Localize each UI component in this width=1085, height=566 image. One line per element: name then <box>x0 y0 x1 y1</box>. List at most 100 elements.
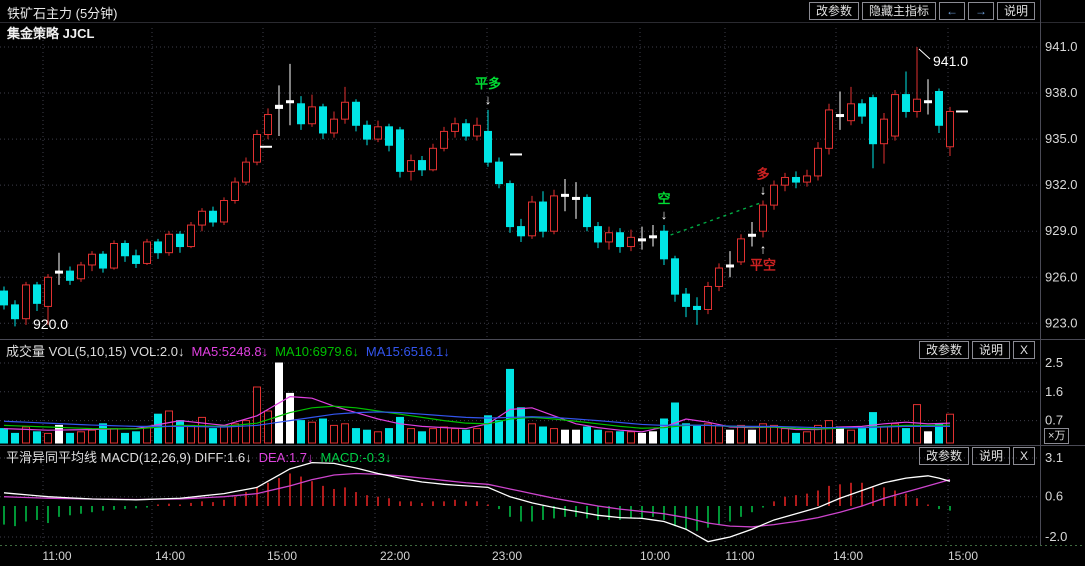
volume-change-params-button[interactable]: 改参数 <box>918 341 969 359</box>
candle <box>451 117 459 138</box>
macd-indicator-header: 平滑异同平均线 MACD(12,26,9) DIFF:1.6↓ DEA:1.7↓ M… <box>6 447 398 466</box>
time-axis-label: 11:00 <box>725 549 755 563</box>
svg-text:935.0: 935.0 <box>1045 131 1078 146</box>
volume-header-segment: MA5:5248.8↓ <box>191 344 269 359</box>
candle <box>561 179 569 212</box>
signal-arrow-down-icon: ↓ <box>661 207 668 222</box>
candle <box>198 208 206 232</box>
prev-arrow-button[interactable]: ← <box>938 2 965 20</box>
macd-help-button[interactable]: 说明 <box>971 447 1010 465</box>
candle <box>594 221 602 249</box>
candle <box>517 218 525 242</box>
candle <box>682 287 690 318</box>
svg-text:0.6: 0.6 <box>1045 489 1063 504</box>
svg-text:932.0: 932.0 <box>1045 177 1078 192</box>
time-axis-label: 22:00 <box>379 549 411 563</box>
candle <box>759 200 767 238</box>
instrument-title: 铁矿石主力 (5分钟) <box>7 6 118 21</box>
candle <box>88 251 96 272</box>
svg-text:929.0: 929.0 <box>1045 223 1078 238</box>
change-params-button[interactable]: 改参数 <box>808 2 859 20</box>
volume-close-button[interactable]: X <box>1012 341 1035 359</box>
svg-text:941.0: 941.0 <box>1045 39 1078 54</box>
candle <box>638 226 646 250</box>
low-price-label: 920.0 <box>33 316 68 332</box>
candle <box>935 88 943 133</box>
svg-text:2.5: 2.5 <box>1045 355 1063 370</box>
time-axis-label: 23:00 <box>491 549 523 563</box>
volume-indicator-header: 成交量 VOL(5,10,15) VOL:2.0↓ MA5:5248.8↓ MA10… <box>6 341 457 360</box>
candle <box>231 177 239 204</box>
candle <box>473 117 481 141</box>
candle <box>165 231 173 256</box>
volume-header-segment: MA15:6516.1↓ <box>365 344 450 359</box>
candle <box>352 99 360 132</box>
top-bar: 铁矿石主力 (5分钟) 改参数 隐藏主指标 ← → 说明 <box>0 0 1085 23</box>
volume-unit-box: ×万 <box>1044 428 1070 444</box>
macd-header-segment: MACD:-0.3↓ <box>320 450 392 465</box>
candle <box>946 106 954 156</box>
candle <box>506 180 514 233</box>
candle <box>902 71 910 118</box>
panel-borders <box>0 0 1085 546</box>
candle <box>539 191 547 238</box>
help-button[interactable]: 说明 <box>996 2 1035 20</box>
candle <box>660 225 668 265</box>
candle <box>726 251 734 278</box>
top-button-group: 改参数 隐藏主指标 ← → 说明 <box>808 2 1035 20</box>
volume-header-segment: MA10:6979.6↓ <box>275 344 359 359</box>
candle <box>110 240 118 270</box>
signal-arrow-down-icon: ↓ <box>485 92 492 107</box>
candle <box>847 86 855 126</box>
candle <box>374 120 382 143</box>
candle <box>825 103 833 155</box>
time-axis-label: 15:00 <box>947 549 979 563</box>
candle <box>77 261 85 282</box>
candle <box>242 157 250 186</box>
candle <box>880 113 888 164</box>
svg-text:926.0: 926.0 <box>1045 269 1078 284</box>
time-axis-label: 15:00 <box>266 549 298 563</box>
macd-change-params-button[interactable]: 改参数 <box>918 447 969 465</box>
candle <box>385 123 393 152</box>
candle <box>715 263 723 292</box>
price-axis: 941.0 938.0 935.0 932.0 929.0 926.0 923.0 2.5 1.… <box>1045 39 1078 544</box>
volume-help-button[interactable]: 说明 <box>971 341 1010 359</box>
candle <box>836 91 844 130</box>
candle <box>748 221 756 247</box>
candle <box>341 86 349 124</box>
candle <box>649 225 657 247</box>
volume-ma5-line <box>3 395 951 433</box>
candle <box>583 194 591 232</box>
candle <box>121 240 129 262</box>
candle <box>693 297 701 325</box>
svg-text:0.7: 0.7 <box>1045 413 1063 428</box>
macd-close-button[interactable]: X <box>1012 447 1035 465</box>
svg-text:938.0: 938.0 <box>1045 85 1078 100</box>
candle <box>913 47 921 118</box>
candle <box>330 111 338 138</box>
candle <box>792 171 800 189</box>
macd-diff-line <box>3 461 951 543</box>
candle <box>858 99 866 124</box>
macd-dea-line <box>3 472 951 528</box>
volume-button-group: 改参数 说明 X <box>918 341 1035 359</box>
candle <box>253 129 261 166</box>
volume-series <box>0 362 954 444</box>
time-axis-label: 14:00 <box>832 549 864 563</box>
hide-main-indicator-button[interactable]: 隐藏主指标 <box>861 2 936 20</box>
candle <box>484 109 492 167</box>
trade-signals: ↓平多↓空↓多↑平空 <box>475 76 776 272</box>
time-axis-label: 14:00 <box>154 549 186 563</box>
candle <box>66 266 74 285</box>
candle <box>803 169 811 187</box>
candle <box>275 85 283 137</box>
candle <box>11 300 19 327</box>
next-arrow-button[interactable]: → <box>967 2 994 20</box>
candle <box>781 172 789 192</box>
candle <box>495 157 503 189</box>
candle <box>176 231 184 253</box>
signal-arrow-down-icon: ↓ <box>760 183 767 198</box>
candle <box>869 94 877 169</box>
